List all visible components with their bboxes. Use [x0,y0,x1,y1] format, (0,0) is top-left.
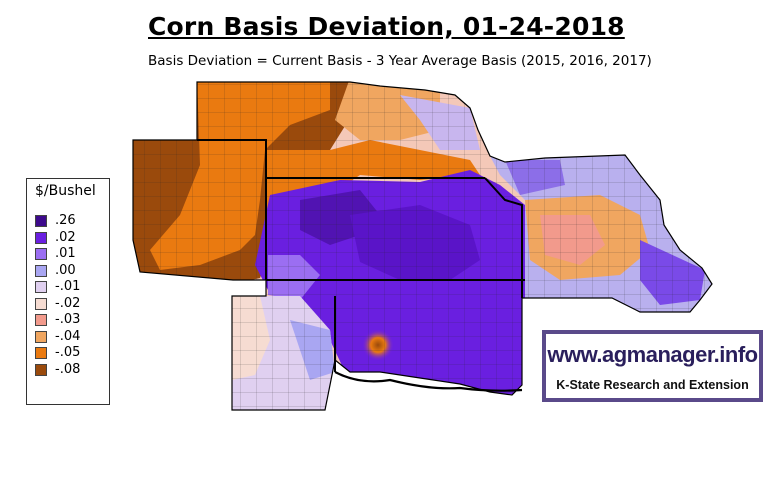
legend-item: -.04 [35,329,107,344]
legend-label: .02 [55,229,76,245]
logo-org-text: K-State Research and Extension [556,378,749,392]
legend-item: -.01 [35,279,107,294]
legend-item: -.02 [35,296,107,311]
legend-item: .02 [35,230,107,245]
legend-item: .01 [35,246,107,261]
legend-item: .26 [35,213,107,228]
legend-item: -.05 [35,345,107,360]
logo-url-text: www.agmanager.info [547,342,758,367]
legend-swatch [35,363,47,376]
map-title: Corn Basis Deviation, 01-24-2018 [148,12,625,41]
legend-swatch [35,231,47,244]
agmanager-logo: www.agmanager.info K-State Research and … [542,330,763,402]
legend-label: -.02 [55,295,81,311]
legend-label: -.04 [55,328,81,344]
legend-label: .00 [55,262,76,278]
legend-item: .00 [35,263,107,278]
legend: $/Bushel .26.02.01.00 -.01 -.02 -.03 -.04 -.0… [26,178,110,405]
legend-item: -.08 [35,362,107,377]
legend-swatch [35,330,47,343]
legend-title: $/Bushel [35,183,96,199]
legend-label: .01 [55,246,76,261]
legend-swatch [35,215,47,227]
legend-label: -.03 [55,312,81,327]
legend-label: -.05 [55,345,81,360]
legend-label: -.01 [55,279,81,294]
legend-swatch [35,248,47,260]
legend-swatch [35,347,47,359]
legend-swatch [35,264,47,277]
legend-swatch [35,314,47,326]
legend-label: .26 [55,213,76,228]
legend-swatch [35,281,47,293]
legend-item: -.03 [35,312,107,327]
map-subtitle: Basis Deviation = Current Basis - 3 Year… [148,53,652,69]
legend-label: -.08 [55,361,81,377]
legend-swatch [35,297,47,310]
